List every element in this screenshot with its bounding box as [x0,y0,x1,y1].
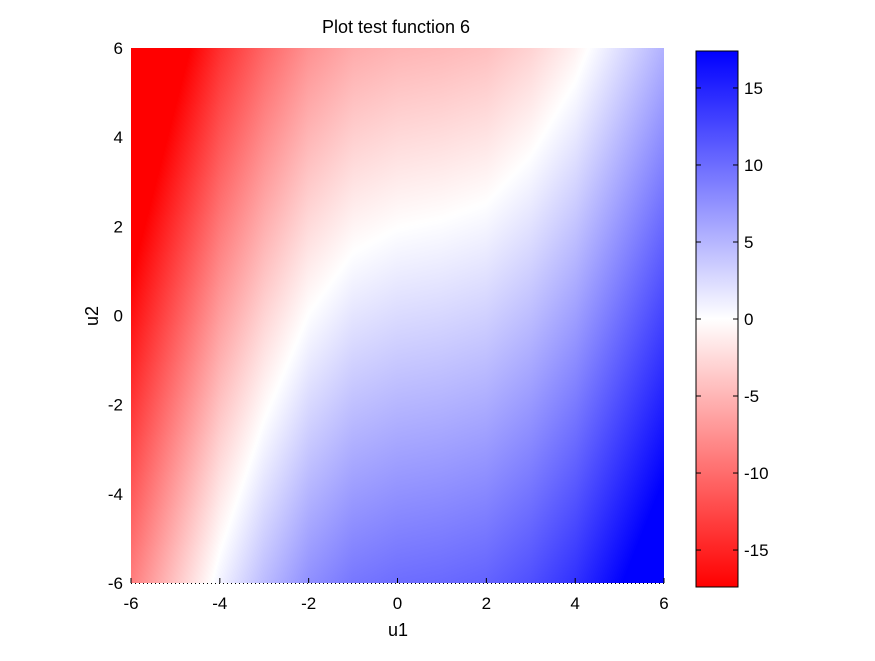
x-axis-label: u1 [388,620,408,640]
y-axis: -6 -4 -2 0 2 4 6 [108,39,123,593]
x-tick-label: 6 [659,594,668,613]
colorbar [695,50,739,588]
colorbar-tick-label: -10 [744,464,769,483]
colorbar-tick-label: 0 [744,310,753,329]
x-tick-label: -4 [212,594,227,613]
x-tick-label: 0 [393,594,402,613]
y-tick-label: 6 [114,39,123,58]
y-tick-label: -6 [108,574,123,593]
colorbar-tick-label: 10 [744,156,763,175]
y-tick-label: 4 [114,128,123,147]
chart-title: Plot test function 6 [322,17,470,37]
x-tick-label: -6 [123,594,138,613]
colorbar-tick-label: -5 [744,387,759,406]
colorbar-tick-label: -15 [744,541,769,560]
y-tick-label: -2 [108,396,123,415]
x-axis: -6 -4 -2 0 2 4 6 [123,578,669,613]
y-tick-label: -4 [108,485,123,504]
y-tick-label: 2 [114,217,123,236]
colorbar-ticks: -15 -10 -5 0 5 10 15 [696,79,769,560]
colorbar-tick-label: 15 [744,79,763,98]
y-tick-label: 0 [114,307,123,326]
y-axis-label: u2 [82,306,102,326]
x-tick-label: -2 [301,594,316,613]
x-tick-label: 2 [482,594,491,613]
heatmap-image [131,48,664,583]
x-tick-label: 4 [570,594,579,613]
colorbar-tick-label: 5 [744,233,753,252]
